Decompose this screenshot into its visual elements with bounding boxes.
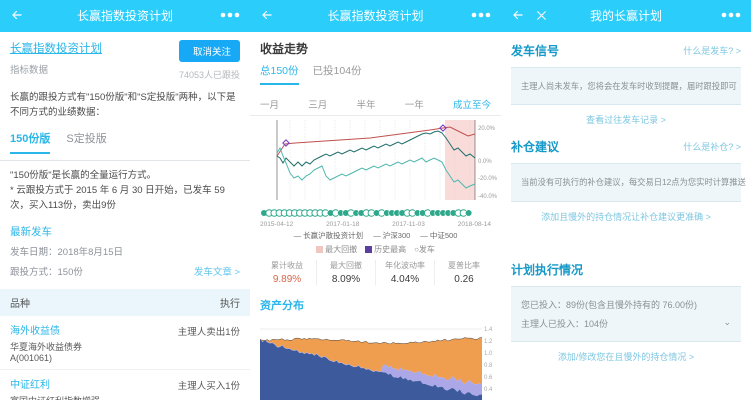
svg-text:0.6: 0.6 (484, 375, 493, 381)
svg-text:0.0%: 0.0% (478, 159, 492, 165)
svg-text:20.0%: 20.0% (478, 126, 496, 132)
svg-text:0.4: 0.4 (484, 387, 493, 393)
svg-text:-40.0%: -40.0% (478, 194, 498, 200)
svg-text:0.8: 0.8 (484, 363, 493, 369)
svg-text:1.2: 1.2 (484, 339, 493, 345)
svg-text:-20.0%: -20.0% (478, 176, 498, 182)
svg-text:1.4: 1.4 (484, 327, 493, 333)
svg-text:1.0: 1.0 (484, 351, 493, 357)
